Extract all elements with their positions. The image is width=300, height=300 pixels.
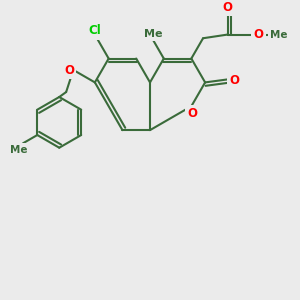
Text: O: O [64, 64, 74, 77]
Text: Me: Me [270, 30, 287, 40]
Text: O: O [223, 1, 232, 13]
Text: O: O [188, 107, 197, 120]
Text: O: O [254, 28, 263, 41]
Text: Cl: Cl [88, 24, 101, 38]
Text: Me: Me [10, 145, 27, 155]
Text: Me: Me [144, 29, 163, 39]
Text: O: O [229, 74, 239, 87]
